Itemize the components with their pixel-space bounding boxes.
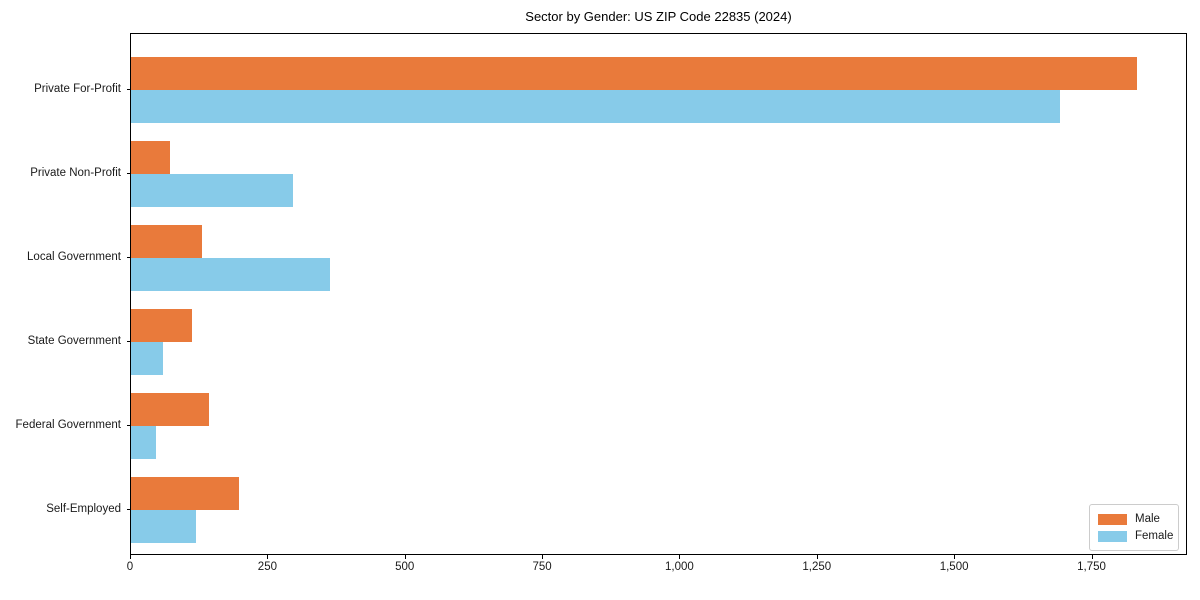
x-tick-label: 1,750	[1077, 561, 1106, 573]
x-tick-label: 1,250	[802, 561, 832, 573]
y-axis-category-label: Self-Employed	[46, 503, 121, 515]
legend-label: Female	[1135, 530, 1174, 542]
y-axis-tick	[127, 173, 131, 174]
y-axis-category-label: Local Government	[27, 251, 121, 263]
y-axis-category-label: Federal Government	[15, 419, 121, 431]
y-axis-category-label: Private Non-Profit	[30, 167, 121, 179]
bar-male-state-government	[131, 309, 192, 342]
y-axis-category-label: Private For-Profit	[34, 83, 121, 95]
x-axis-tick	[130, 555, 131, 559]
chart-title: Sector by Gender: US ZIP Code 22835 (202…	[525, 9, 792, 24]
x-tick-label: 1,500	[939, 561, 969, 573]
x-axis-tick	[404, 555, 406, 559]
legend-swatch-male	[1098, 513, 1127, 525]
x-axis-tick	[679, 555, 681, 559]
legend-item-male: Male	[1098, 513, 1178, 525]
y-axis-tick	[127, 425, 131, 426]
bar-female-private-for-profit	[131, 90, 1060, 123]
bar-female-federal-government	[131, 426, 157, 459]
bar-female-local-government	[131, 258, 330, 291]
x-tick-label: 750	[532, 561, 552, 573]
bar-male-federal-government	[131, 393, 209, 426]
bar-male-local-government	[131, 225, 203, 258]
bar-male-private-for-profit	[131, 57, 1137, 90]
x-axis-tick	[816, 555, 818, 559]
bar-male-private-non-profit	[131, 141, 170, 174]
legend: Male Female	[1089, 504, 1179, 551]
y-axis-category-label: State Government	[27, 335, 121, 347]
y-axis-tick	[127, 89, 131, 90]
legend-label: Male	[1135, 513, 1160, 525]
x-tick-label: 500	[395, 561, 415, 573]
bar-female-self-employed	[131, 510, 196, 543]
x-axis-tick	[267, 555, 269, 559]
plot-area: Male Female	[130, 33, 1187, 555]
bar-male-self-employed	[131, 477, 239, 510]
legend-item-female: Female	[1098, 530, 1178, 542]
x-axis-tick	[1091, 555, 1093, 559]
y-axis-tick	[127, 257, 131, 258]
x-tick-label: 1,000	[665, 561, 694, 573]
x-tick-label: 250	[257, 561, 277, 573]
y-axis-labels: Private For-Profit Private Non-Profit Loca…	[0, 33, 131, 555]
x-tick-label: 0	[126, 561, 134, 573]
bar-female-private-non-profit	[131, 174, 294, 207]
x-axis-tick	[542, 555, 544, 559]
y-axis-tick	[127, 509, 131, 510]
x-axis-tick	[954, 555, 956, 559]
legend-swatch-female	[1098, 530, 1127, 542]
y-axis-tick	[127, 341, 131, 342]
bar-female-state-government	[131, 342, 163, 375]
